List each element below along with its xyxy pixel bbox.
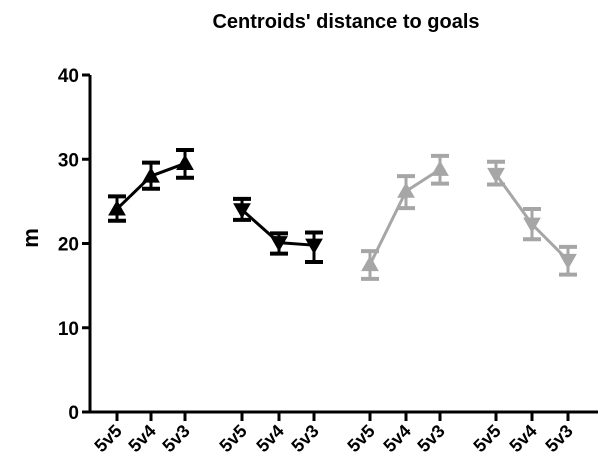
data-point — [431, 160, 449, 176]
x-tick-label: 5v4 — [252, 421, 287, 456]
x-tick-label: 5v3 — [158, 421, 193, 456]
y-axis-label: m — [18, 228, 43, 248]
y-tick-label: 40 — [58, 66, 79, 87]
data-point — [523, 217, 541, 234]
x-tick-label: 5v5 — [215, 421, 250, 456]
x-tick-label: 5v3 — [541, 421, 576, 456]
x-tick-label: 5v5 — [469, 421, 504, 456]
data-point — [176, 154, 194, 170]
series-3 — [361, 153, 449, 281]
series-4 — [487, 159, 577, 277]
x-tick-label: 5v4 — [379, 421, 414, 456]
data-point — [397, 182, 415, 198]
x-tick-label: 5v3 — [287, 421, 322, 456]
series-1 — [108, 147, 194, 223]
chart-title: Centroids' distance to goals — [212, 11, 479, 33]
data-point — [108, 199, 126, 216]
y-tick-label: 10 — [58, 319, 79, 340]
data-point — [559, 253, 577, 270]
axes: 0 10 20 30 40 — [58, 66, 598, 424]
y-tick-label: 0 — [68, 403, 79, 424]
y-tick-label: 30 — [58, 150, 79, 171]
y-tick-label: 20 — [58, 235, 79, 256]
x-tick-label: 5v5 — [343, 421, 378, 456]
data-point — [142, 167, 160, 183]
series-layer — [108, 147, 577, 281]
x-tick-label: 5v4 — [124, 421, 159, 456]
data-point — [233, 203, 251, 219]
x-tick-label: 5v4 — [505, 421, 540, 456]
x-tick-label: 5v3 — [413, 421, 448, 456]
data-point — [270, 236, 288, 252]
data-point — [487, 167, 505, 184]
data-point — [305, 238, 323, 255]
series-2 — [233, 196, 323, 265]
x-tick-label: 5v5 — [90, 421, 125, 456]
data-point — [361, 255, 379, 272]
